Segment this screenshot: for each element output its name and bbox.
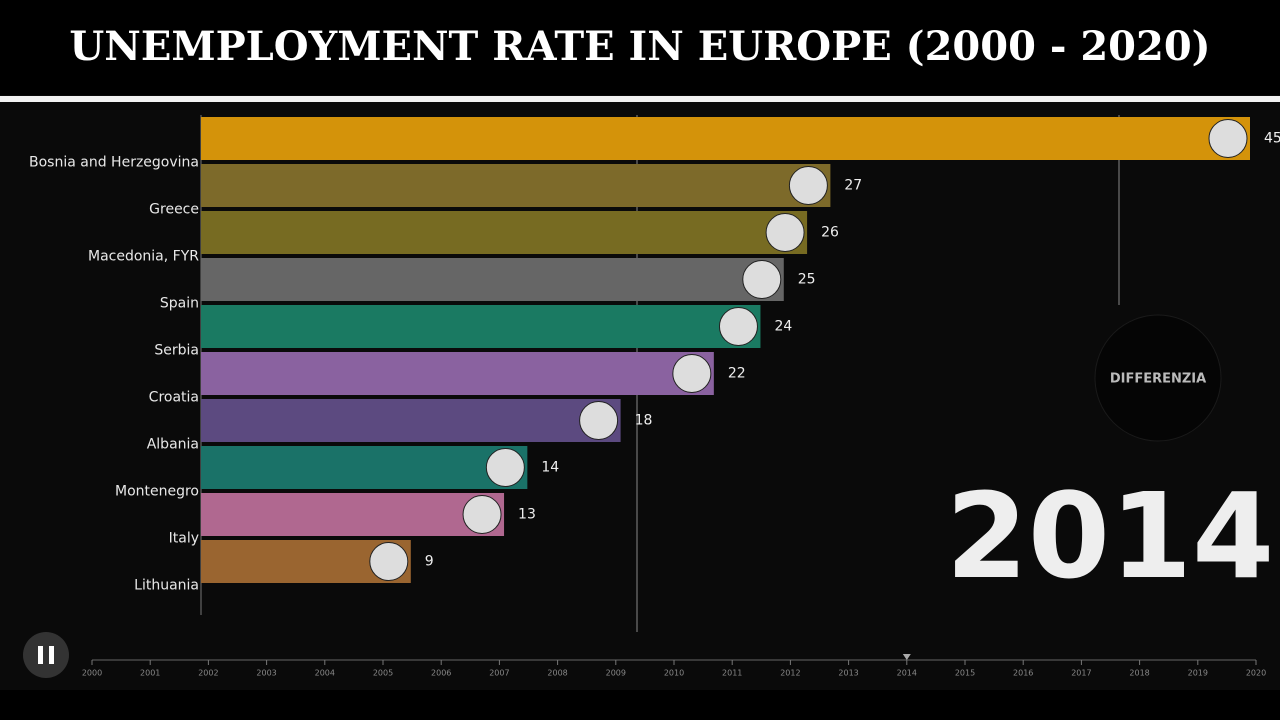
category-label: Greece — [149, 202, 199, 218]
timeline-label: 2002 — [198, 669, 218, 678]
pause-button[interactable] — [23, 632, 69, 678]
value-label: 24 — [774, 319, 792, 335]
value-label: 25 — [798, 272, 816, 288]
timeline-label: 2005 — [373, 669, 393, 678]
timeline-label: 2008 — [547, 669, 567, 678]
value-label: 27 — [844, 178, 862, 194]
flag — [742, 260, 782, 299]
category-label: Montenegro — [115, 484, 199, 500]
category-label: Bosnia and Herzegovina — [29, 155, 199, 171]
watermark-badge — [1094, 314, 1222, 442]
timeline-label: 2019 — [1188, 669, 1208, 678]
bar — [201, 493, 505, 536]
flag — [1208, 119, 1248, 158]
footer — [0, 690, 1280, 720]
timeline-label: 2017 — [1071, 669, 1091, 678]
flag — [462, 495, 502, 534]
timeline-label: 2006 — [431, 669, 451, 678]
timeline-label: 2018 — [1129, 669, 1149, 678]
flag — [369, 542, 409, 581]
timeline-label: 2003 — [256, 669, 276, 678]
bar — [201, 352, 714, 395]
bar — [201, 399, 621, 442]
category-label: Lithuania — [134, 578, 199, 594]
flag — [672, 354, 712, 393]
flag — [579, 401, 619, 440]
current-year: 2014 — [946, 467, 1274, 605]
bar — [201, 211, 808, 254]
value-label: 18 — [635, 413, 653, 429]
category-label: Croatia — [149, 390, 199, 406]
value-label: 9 — [425, 554, 434, 570]
bar — [201, 117, 1250, 160]
flag — [765, 213, 805, 252]
header-rule — [0, 96, 1280, 102]
timeline-label: 2004 — [315, 669, 335, 678]
bar — [201, 258, 784, 301]
flag — [718, 307, 758, 346]
timeline-label: 2009 — [606, 669, 626, 678]
bar — [201, 305, 761, 348]
timeline-label: 2020 — [1246, 669, 1266, 678]
value-label: 22 — [728, 366, 746, 382]
timeline-label: 2007 — [489, 669, 509, 678]
timeline-label: 2011 — [722, 669, 742, 678]
category-label: Albania — [147, 437, 199, 453]
category-label: Macedonia, FYR — [88, 249, 199, 265]
category-label: Italy — [169, 531, 199, 547]
timeline-label: 2013 — [838, 669, 858, 678]
timeline-label: 2000 — [82, 669, 102, 678]
category-label: Spain — [160, 296, 199, 312]
bar — [201, 446, 528, 489]
value-label: 13 — [518, 507, 536, 523]
header — [0, 0, 1280, 95]
value-label: 26 — [821, 225, 839, 241]
pause-icon — [49, 646, 54, 664]
flag — [788, 166, 828, 205]
value-label: 45 — [1264, 131, 1280, 147]
chart-title: UNEMPLOYMENT RATE IN EUROPE (2000 - 2020… — [69, 23, 1210, 70]
category-label: Serbia — [154, 343, 199, 359]
timeline-label: 2016 — [1013, 669, 1033, 678]
timeline-label: 2010 — [664, 669, 684, 678]
timeline-label: 2012 — [780, 669, 800, 678]
timeline-label: 2001 — [140, 669, 160, 678]
flag — [485, 448, 525, 487]
value-label: 14 — [541, 460, 559, 476]
timeline-label: 2015 — [955, 669, 975, 678]
watermark: DIFFERENZIA — [1110, 372, 1206, 387]
timeline-marker — [902, 654, 911, 660]
timeline-label: 2014 — [897, 669, 917, 678]
pause-icon — [38, 646, 43, 664]
bar — [201, 164, 831, 207]
